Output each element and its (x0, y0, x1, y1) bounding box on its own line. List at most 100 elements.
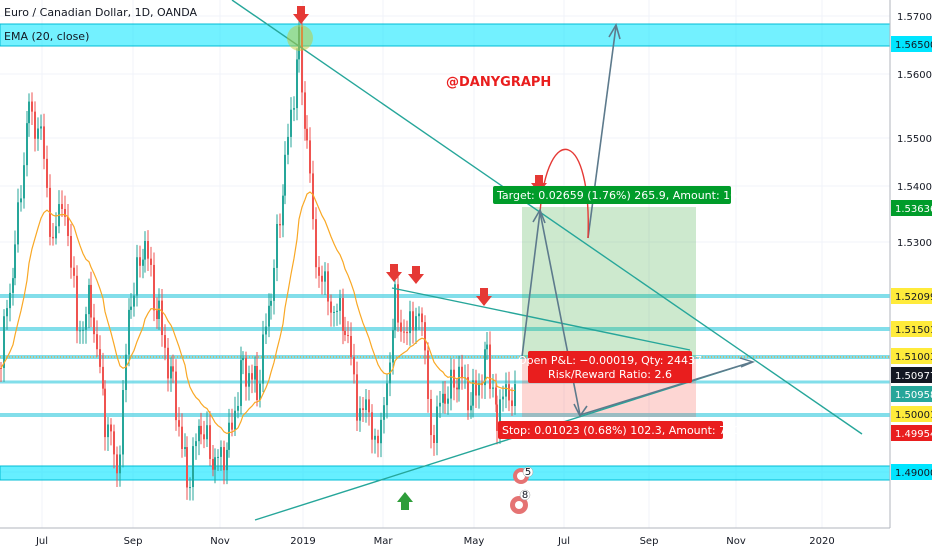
time-tick-label: Jul (557, 536, 570, 547)
candle-body (433, 435, 435, 444)
candle-body (20, 198, 22, 203)
descending-trendline[interactable] (231, 0, 863, 435)
candle-body (306, 128, 308, 141)
zone-1490[interactable] (0, 465, 891, 481)
event-badges[interactable]: 5 8 (510, 466, 534, 514)
candle-body (170, 366, 172, 379)
position-labels[interactable]: Target: 0.02659 (1.76%) 265.9, Amount: 1… (493, 186, 769, 439)
price-axis[interactable]: 1.57000 1.56000 1.55000 1.54000 1.53000 1.490… (889, 0, 932, 550)
pnl-label-box[interactable] (528, 351, 692, 383)
down-arrow-icon (293, 6, 309, 24)
candle-body (34, 111, 36, 139)
candle-body (470, 405, 472, 411)
zone-1565[interactable] (0, 23, 891, 47)
candle-body (31, 101, 33, 112)
candle-body (3, 316, 5, 368)
price-tag-bg (891, 406, 932, 422)
candle-body (273, 267, 275, 301)
candle-body (79, 330, 81, 332)
candle-body (386, 383, 388, 406)
candle-body (12, 278, 14, 293)
candle-body (400, 322, 402, 332)
candle-body (189, 487, 191, 489)
time-tick-label: Sep (124, 536, 143, 547)
dividend-badge[interactable]: 8 (510, 489, 531, 514)
candle-body (293, 108, 295, 110)
candle-body (96, 334, 98, 350)
candle-body (67, 216, 69, 237)
candle-body (107, 424, 109, 438)
candle-body (251, 373, 253, 380)
candle-body (242, 357, 244, 361)
candle-body (175, 371, 177, 421)
price-tag-bg (891, 425, 932, 441)
candle-body (353, 357, 355, 375)
candle-body (418, 313, 420, 317)
candle-body (237, 405, 239, 411)
price-tag-label: 1.51003 (895, 352, 932, 363)
target-label-box[interactable] (493, 186, 731, 204)
profit-zone[interactable] (522, 207, 696, 357)
candle-body (226, 449, 228, 471)
arrowhead-right (739, 357, 756, 368)
time-axis[interactable]: Jul Sep Nov 2019 Mar May Jul Sep Nov 2020 (0, 527, 890, 547)
candle-body (64, 208, 66, 217)
candle-body (150, 258, 152, 265)
candle-body (486, 344, 488, 350)
upper-triangle-line[interactable] (391, 287, 691, 351)
candle-body (142, 259, 144, 266)
candle-body (282, 195, 284, 226)
time-tick-label: Mar (374, 536, 394, 547)
candle-body (450, 369, 452, 399)
price-tag-label: 1.49954 (895, 429, 932, 440)
time-tick-label: Nov (210, 536, 230, 547)
candle-body (9, 292, 11, 309)
stop-label-box[interactable] (498, 421, 723, 439)
candle-body (70, 236, 72, 268)
candle-body (99, 349, 101, 367)
price-tick-label: 1.57000 (897, 12, 932, 23)
time-tick-label: Sep (640, 536, 659, 547)
candle-body (444, 393, 446, 404)
candle-body (344, 330, 346, 336)
price-axis-bg[interactable] (890, 0, 932, 550)
projection-rise[interactable] (587, 25, 617, 239)
arrowhead-stop (573, 403, 588, 418)
candle-body (371, 412, 373, 440)
long-position-tool[interactable] (522, 207, 696, 417)
candle-body (287, 136, 289, 155)
candle-body (380, 419, 382, 444)
candle-body (359, 408, 361, 421)
down-arrow-icon (408, 266, 424, 284)
candle-body (37, 128, 39, 139)
badge-count-1: 5 (525, 467, 531, 478)
candle-body (484, 349, 486, 386)
time-tick-label: 2020 (809, 536, 834, 547)
candle-body (144, 241, 146, 260)
candle-body (339, 298, 341, 311)
candle-body (73, 267, 75, 276)
chart-header[interactable]: Euro / Canadian Dollar, 1D, OANDA EMA (2… (4, 6, 198, 43)
target-label: Target: 0.02659 (1.76%) 265.9, Amount: 1… (496, 189, 769, 202)
candle-body (301, 26, 303, 93)
candle-body (110, 424, 112, 432)
symbol-title[interactable]: Euro / Canadian Dollar, 1D, OANDA (4, 6, 198, 19)
price-tag-bg (891, 348, 932, 364)
price-tag-bg (891, 36, 932, 52)
candle-body (276, 223, 278, 268)
candle-body (350, 335, 352, 358)
candle-body (342, 298, 344, 331)
candle-body (392, 329, 394, 363)
candle-body (347, 335, 349, 337)
support-resistance-zones[interactable] (0, 23, 891, 481)
candle-body (192, 446, 194, 488)
earnings-badge[interactable]: 5 (513, 466, 534, 484)
price-tag-bg (891, 367, 932, 383)
badge-count-2: 8 (522, 490, 528, 501)
indicator-label[interactable]: EMA (20, close) (4, 30, 89, 43)
price-tag-label: 1.56500 (895, 40, 932, 51)
projection-zigzag[interactable] (521, 211, 753, 417)
candle-body (0, 368, 2, 369)
